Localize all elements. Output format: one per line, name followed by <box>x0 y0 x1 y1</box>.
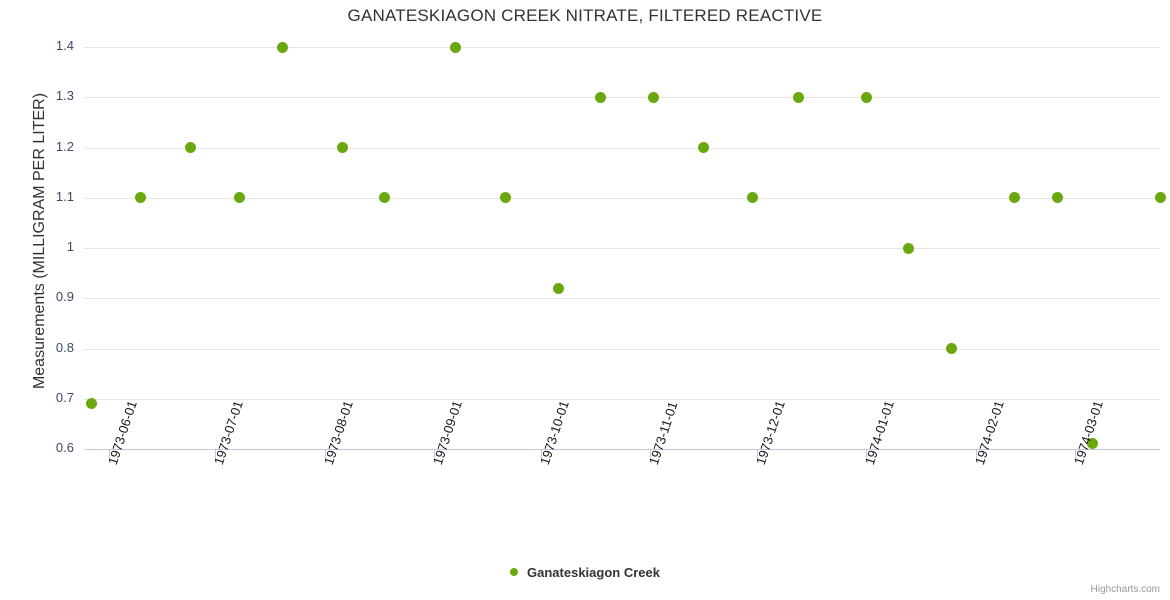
gridline <box>84 298 1160 300</box>
scatter-point[interactable] <box>380 193 390 203</box>
scatter-point[interactable] <box>904 243 914 253</box>
scatter-point[interactable] <box>748 193 758 203</box>
chart-title: GANATESKIAGON CREEK NITRATE, FILTERED RE… <box>347 6 823 25</box>
y-axis-tick-label: 1.2 <box>55 138 74 154</box>
y-axis-tick-label: 0.7 <box>55 389 74 405</box>
x-axis-line <box>84 449 1160 450</box>
highcharts-credits[interactable]: Highcharts.com <box>1090 584 1160 595</box>
scatter-point[interactable] <box>698 143 708 152</box>
chart-legend: Ganateskiagon Creek <box>0 563 1170 580</box>
scatter-point[interactable] <box>136 193 146 203</box>
y-axis-tick-label: 0.8 <box>55 339 74 355</box>
y-axis-tick-label: 0.6 <box>55 440 74 455</box>
x-axis-tick-mark <box>324 450 326 459</box>
y-axis-tick-label: 1.3 <box>55 88 74 104</box>
legend-marker-icon <box>510 568 519 577</box>
scatter-point[interactable] <box>794 92 804 102</box>
scatter-point[interactable] <box>185 143 195 152</box>
plot-area <box>84 42 1165 459</box>
gridline <box>84 248 1160 249</box>
scatter-point[interactable] <box>235 193 245 203</box>
y-axis-tick-label: 1.4 <box>55 38 74 53</box>
x-axis-tick-mark <box>540 450 542 459</box>
y-axis-tick-label: 0.9 <box>55 289 74 305</box>
x-axis-tick-mark <box>866 450 868 459</box>
gridline <box>84 47 1160 48</box>
scatter-point[interactable] <box>500 193 510 203</box>
scatter-point[interactable] <box>337 143 347 152</box>
gridline <box>84 147 1160 149</box>
scatter-point[interactable] <box>1052 193 1062 203</box>
x-axis-tick-mark <box>108 450 110 459</box>
y-axis-tick-label: 1 <box>66 239 74 254</box>
scatter-point[interactable] <box>946 344 956 353</box>
gridline <box>84 398 1160 400</box>
scatter-point[interactable] <box>553 283 563 293</box>
scatter-point[interactable] <box>451 42 461 52</box>
x-axis-tick-mark <box>756 450 758 459</box>
scatter-point[interactable] <box>649 92 659 102</box>
scatter-point[interactable] <box>596 92 606 102</box>
gridline <box>84 348 1160 350</box>
x-axis-tick-mark <box>975 450 977 459</box>
x-axis-tick-mark <box>214 450 216 459</box>
y-axis-tick-label: 1.1 <box>55 188 74 204</box>
gridline <box>84 97 1160 99</box>
scatter-point[interactable] <box>1010 193 1020 203</box>
x-axis-tick-mark <box>1075 450 1077 459</box>
scatter-point[interactable] <box>1088 439 1098 449</box>
gridline <box>84 197 1160 199</box>
x-axis-tick-mark <box>434 450 436 459</box>
scatter-point[interactable] <box>86 399 96 409</box>
legend-item-label: Ganateskiagon Creek <box>527 564 660 580</box>
scatter-point[interactable] <box>861 92 871 102</box>
x-axis-tick-mark <box>650 450 652 459</box>
scatter-point[interactable] <box>1155 193 1165 203</box>
legend-item-ganateskiagon-creek[interactable]: Ganateskiagon Creek <box>510 564 660 580</box>
scatter-point[interactable] <box>277 42 287 52</box>
